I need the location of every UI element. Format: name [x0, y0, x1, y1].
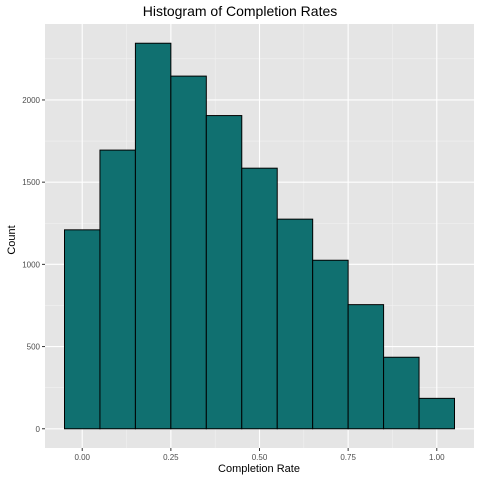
histogram-bar	[205, 115, 243, 430]
histogram-bar	[64, 229, 101, 430]
y-tick-label: 500	[27, 343, 41, 352]
x-tick-label: 1.00	[429, 453, 445, 462]
x-tick-label: 0.75	[340, 453, 356, 462]
histogram-bar	[383, 356, 420, 430]
chart-title: Histogram of Completion Rates	[143, 3, 338, 19]
y-axis-title: Count	[6, 225, 18, 254]
x-tick-label: 0.00	[74, 453, 90, 462]
histogram-bar	[276, 218, 314, 430]
histogram-bar	[99, 149, 136, 430]
histogram-bar	[170, 75, 207, 430]
y-tick-label: 1000	[22, 260, 40, 269]
y-tick-label: 1500	[22, 178, 40, 187]
histogram-bar	[418, 397, 455, 430]
y-axis-ticks: 0 500 1000 1500 2000	[22, 96, 45, 434]
histogram-bar	[241, 167, 278, 430]
histogram-bar	[312, 259, 349, 430]
y-tick-label: 0	[36, 425, 41, 434]
x-tick-label: 0.25	[163, 453, 179, 462]
x-axis-ticks: 0.00 0.25 0.50 0.75 1.00	[74, 448, 445, 462]
x-axis-title: Completion Rate	[218, 463, 300, 475]
histogram-bar	[134, 42, 172, 430]
x-tick-label: 0.50	[252, 453, 268, 462]
y-tick-label: 2000	[22, 96, 40, 105]
histogram-bar	[347, 304, 385, 430]
histogram-bars	[64, 42, 455, 430]
